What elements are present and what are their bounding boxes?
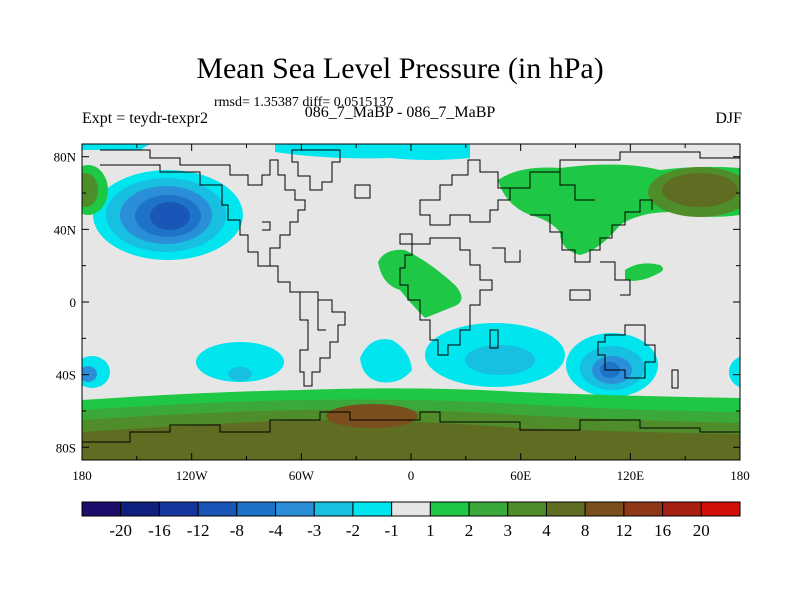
colorbar-label: -20 (109, 521, 132, 540)
field-antarctic-brown (326, 404, 418, 428)
field-satl-cyan (360, 339, 412, 383)
field-dateline-olive (82, 173, 98, 207)
lon-tick-label: 180 (72, 468, 92, 483)
colorbar-swatch (313, 501, 354, 517)
colorbar-swatch (158, 501, 199, 517)
colorbar-swatch (545, 501, 586, 517)
colorbar-label: 16 (654, 521, 671, 540)
colorbar-swatch (662, 501, 702, 517)
colorbar-swatch (352, 501, 393, 517)
colorbar-label: -8 (230, 521, 244, 540)
colorbar-swatch (81, 501, 122, 517)
colorbar-label: 12 (615, 521, 632, 540)
colorbar-label: 4 (542, 521, 551, 540)
colorbar-label: -2 (346, 521, 360, 540)
lat-tick-label: 80S (56, 440, 76, 455)
field-sepac-cyan (196, 342, 284, 382)
lat-tick-label: 0 (70, 295, 77, 310)
coastlines (82, 149, 740, 443)
lon-tick-label: 0 (408, 468, 415, 483)
field-antarctic-darkolive (82, 420, 740, 460)
experiment-names: 086_7_MaBP - 086_7_MaBP (304, 104, 496, 121)
lon-tick-label: 120E (617, 468, 645, 483)
colorbar-label: -12 (187, 521, 210, 540)
field-siberia-darkolive (662, 173, 738, 207)
colorbar-swatch (391, 501, 431, 517)
plot-title: Mean Sea Level Pressure (in hPa) (196, 52, 604, 85)
field-se-cyan (729, 356, 740, 388)
colorbar-label: -16 (148, 521, 171, 540)
colorbar-swatch (623, 501, 664, 517)
colorbar-swatch (468, 501, 509, 517)
lat-tick-label: 40N (54, 222, 77, 237)
lon-tick-label: 60E (510, 468, 531, 483)
colorbar-label: -3 (307, 521, 321, 540)
colorbar-label: -1 (385, 521, 399, 540)
colorbar-swatch (197, 501, 238, 517)
field-arctic-cyan-west (82, 144, 150, 150)
map-field (82, 144, 740, 460)
colorbar-swatch (429, 501, 470, 517)
colorbar-label: 3 (504, 521, 513, 540)
colorbar-label: 2 (465, 521, 474, 540)
field-npac-darkblue (150, 202, 190, 230)
experiment-label: Expt = teydr-texpr2 (82, 110, 208, 127)
lat-tick-label: 40S (56, 368, 76, 383)
colorbar-swatch (236, 501, 277, 517)
field-sw-blue (82, 366, 97, 382)
colorbar-label: 8 (581, 521, 590, 540)
colorbar-swatch (700, 501, 741, 517)
colorbar-label: -4 (268, 521, 283, 540)
colorbar-swatch (275, 501, 315, 517)
lon-tick-label: 180 (730, 468, 750, 483)
stats-text: rmsd= 1.35387 diff= 0.0515137 (214, 95, 394, 110)
colorbar-swatch (507, 501, 547, 517)
field-arctic-cyan (275, 144, 470, 160)
lon-tick-label: 60W (289, 468, 315, 483)
field-africa-green (378, 249, 462, 318)
field-sind-lightblue (465, 345, 535, 375)
field-sepac-lightblue (228, 367, 252, 381)
colorbar-swatch (120, 501, 160, 517)
colorbar-label: 20 (693, 521, 710, 540)
colorbar: -20 -16 -12 -8 -4 -3 -2 -1 1 2 3 4 8 12 16 20 (81, 501, 741, 540)
colorbar-label: 1 (426, 521, 435, 540)
map-axes: 80N 40N 0 40S 80S 180 120W 60W 0 60E 120E 180 (54, 144, 750, 483)
season-label: DJF (715, 110, 742, 127)
colorbar-swatch (584, 501, 625, 517)
field-pacific-green (625, 263, 664, 281)
lon-tick-label: 120W (176, 468, 209, 483)
lat-tick-label: 80N (54, 150, 77, 165)
